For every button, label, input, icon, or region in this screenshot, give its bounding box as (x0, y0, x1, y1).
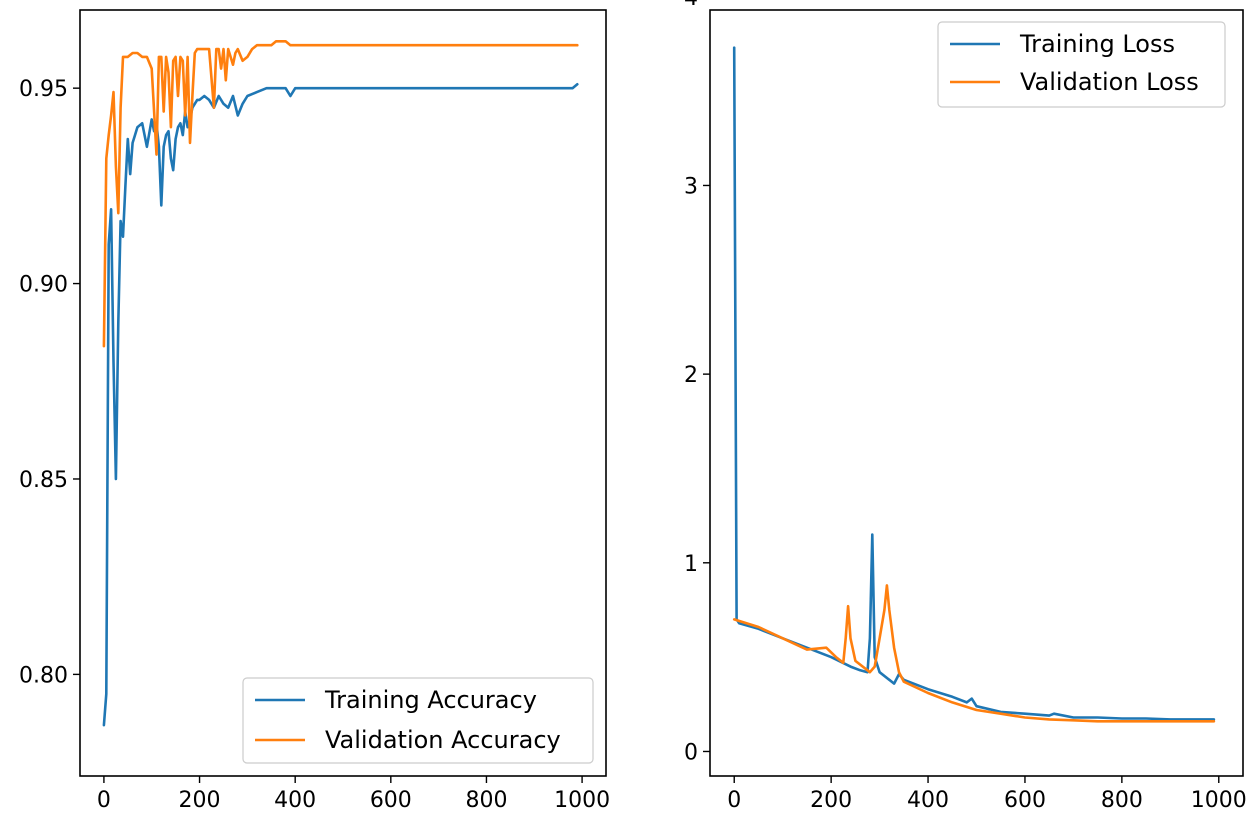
y-tick-label: 2 (684, 363, 698, 388)
legend: Training Accuracy Validation Accuracy (242, 677, 594, 764)
legend-box (242, 677, 594, 764)
validation-legend-label: Validation Loss (1020, 68, 1199, 96)
axes-frame (709, 9, 1244, 777)
y-tick-label: 4 (684, 0, 698, 11)
training-series-line (102, 83, 579, 727)
validation-series-line (732, 584, 1216, 723)
legend: Training Loss Validation Loss (937, 21, 1226, 108)
x-tick-label: 200 (179, 788, 221, 813)
x-tick-label: 0 (727, 788, 741, 813)
x-tick-label: 600 (370, 788, 412, 813)
x-tick-label: 400 (274, 788, 316, 813)
y-tick-label: 0.85 (19, 468, 68, 493)
y-tick-label: 0.95 (19, 77, 68, 102)
x-tick-label: 400 (907, 788, 949, 813)
axes-frame (79, 9, 607, 777)
y-tick-label: 0 (684, 740, 698, 765)
y-tick-label: 1 (684, 552, 698, 577)
legend-box (937, 21, 1226, 108)
training-legend-label: Training Accuracy (324, 686, 537, 714)
x-tick-label: 800 (1101, 788, 1143, 813)
training-legend-label: Training Loss (1019, 30, 1175, 58)
accuracy-plot: 0 200 400 600 800 1000 0.80 0.85 0.90 0.95 Trainin… (19, 9, 610, 813)
validation-series-line (102, 39, 579, 348)
validation-legend-label: Validation Accuracy (325, 726, 561, 754)
y-tick-label: 3 (684, 174, 698, 199)
x-tick-label: 0 (97, 788, 111, 813)
x-tick-label: 200 (810, 788, 852, 813)
x-tick-label: 1000 (554, 788, 610, 813)
training-series-line (732, 46, 1216, 721)
x-tick-label: 600 (1004, 788, 1046, 813)
y-tick-label: 0.90 (19, 273, 68, 298)
x-tick-label: 800 (465, 788, 507, 813)
loss-plot: 0 200 400 600 800 1000 0 1 2 3 4 Training Loss Valid… (684, 0, 1247, 813)
y-tick-label: 0.80 (19, 663, 68, 688)
x-tick-label: 1000 (1191, 788, 1247, 813)
